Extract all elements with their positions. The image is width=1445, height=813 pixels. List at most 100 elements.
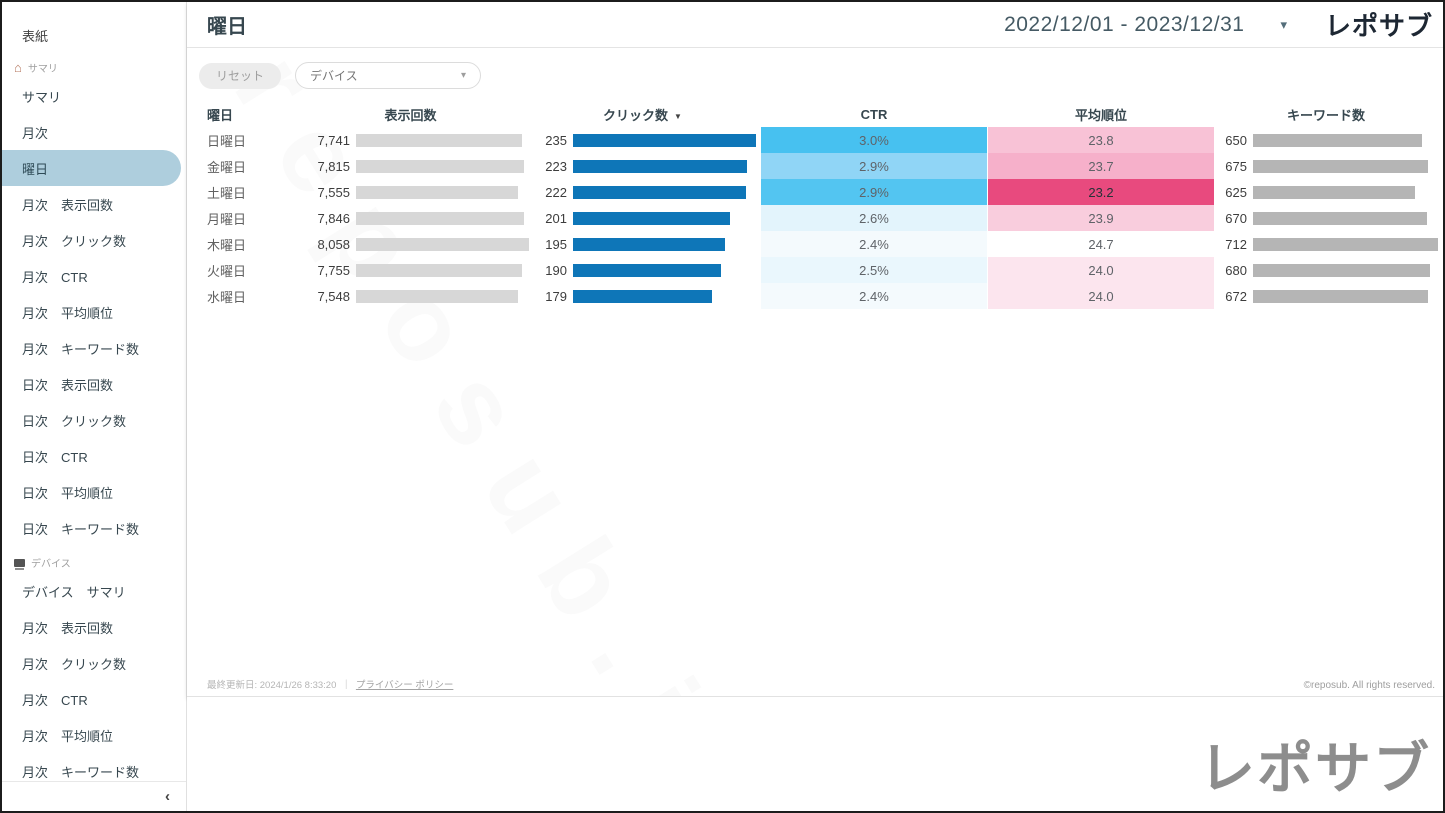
footer-left: 最終更新日: 2024/1/26 8:33:20 ｜ プライバシー ポリシー: [207, 677, 453, 691]
impressions-bar: [356, 205, 529, 231]
keywords-bar: [1253, 127, 1438, 153]
sidebar-item[interactable]: 月次 表示回数: [2, 609, 186, 645]
sidebar-item[interactable]: 月次 クリック数: [2, 645, 186, 681]
device-filter-dropdown[interactable]: デバイス ▾: [295, 62, 482, 89]
clicks-bar: [573, 205, 756, 231]
sidebar-section-label: サマリ: [27, 64, 58, 75]
column-header-day[interactable]: 曜日: [207, 107, 234, 123]
sidebar-item[interactable]: 月次 CTR: [2, 681, 186, 717]
table-header-row: 曜日 表示回数 クリック数 ▼ CTR 平均順位 キーワード数: [207, 104, 1443, 124]
sidebar-item-label: デバイス サマリ: [22, 584, 126, 600]
day-label: 水曜日: [207, 289, 247, 305]
sidebar-item-label: サマリ: [22, 89, 62, 105]
table-row[interactable]: 水曜日 7,548 179 2.4% 24.0 672: [207, 283, 1443, 309]
sidebar-section-header: サマリ: [2, 51, 186, 78]
day-label: 月曜日: [207, 211, 247, 227]
sidebar-item-label: 月次 表示回数: [22, 197, 114, 213]
table-row[interactable]: 月曜日 7,846 201 2.6% 23.9 670: [207, 205, 1443, 231]
sidebar-item[interactable]: 月次 平均順位: [2, 294, 186, 330]
keywords-value: 672: [1225, 288, 1247, 304]
day-label: 土曜日: [207, 185, 247, 201]
impressions-value: 7,755: [317, 262, 350, 278]
column-header-position[interactable]: 平均順位: [1074, 107, 1127, 123]
last-updated-text: 最終更新日: 2024/1/26 8:33:20: [207, 680, 337, 691]
sidebar-item-label: 月次: [22, 125, 49, 141]
keywords-bar: [1253, 153, 1438, 179]
sidebar-item[interactable]: 月次 表示回数: [2, 186, 186, 222]
header-right: 2022/12/01 - 2023/12/31 ▾ レポサブ: [1004, 6, 1433, 43]
sidebar-item[interactable]: 日次 表示回数: [2, 366, 186, 402]
sidebar-item[interactable]: デバイス サマリ: [2, 573, 186, 609]
brand-logo-large: レポサブ: [1199, 737, 1431, 800]
clicks-value: 222: [545, 184, 567, 200]
sidebar-item-label: 月次 キーワード数: [22, 341, 140, 357]
ctr-heatmap-cell: 3.0%: [761, 127, 987, 153]
sidebar-item-label: 月次 クリック数: [22, 656, 127, 672]
chevron-down-icon[interactable]: ▾: [1280, 16, 1287, 32]
day-label: 木曜日: [207, 237, 247, 253]
column-header-ctr[interactable]: CTR: [860, 106, 888, 122]
keywords-bar: [1253, 257, 1438, 283]
column-header-keywords[interactable]: キーワード数: [1286, 107, 1365, 123]
sidebar-item[interactable]: 日次 CTR: [2, 438, 186, 474]
sidebar-item[interactable]: 月次 平均順位: [2, 717, 186, 753]
clicks-bar: [573, 127, 756, 153]
impressions-value: 7,815: [317, 158, 350, 174]
sidebar-item[interactable]: 月次: [2, 114, 186, 150]
sidebar-item[interactable]: 日次 クリック数: [2, 402, 186, 438]
clicks-value: 223: [545, 158, 567, 174]
clicks-bar: [573, 179, 756, 205]
privacy-policy-link[interactable]: プライバシー ポリシー: [355, 680, 454, 691]
sidebar-item[interactable]: サマリ: [2, 78, 186, 114]
sidebar-item-label: 日次 表示回数: [22, 377, 114, 393]
sidebar-item-label: 曜日: [22, 161, 49, 177]
brand-logo: レポサブ: [1324, 11, 1433, 41]
sidebar-item-label: 月次 表示回数: [22, 620, 114, 636]
collapse-sidebar-icon[interactable]: ‹: [165, 788, 170, 805]
keywords-bar: [1253, 283, 1438, 309]
sidebar-item-cover[interactable]: 表紙: [2, 2, 186, 51]
table-row[interactable]: 金曜日 7,815 223 2.9% 23.7 675: [207, 153, 1443, 179]
data-table: 曜日 表示回数 クリック数 ▼ CTR 平均順位 キーワード数 日曜日 7,741 2…: [187, 104, 1443, 309]
ctr-heatmap-cell: 2.5%: [761, 257, 987, 283]
sidebar-item-label: 日次 CTR: [22, 449, 88, 465]
table-row[interactable]: 日曜日 7,741 235 3.0% 23.8 650: [207, 127, 1443, 153]
clicks-value: 235: [545, 132, 567, 148]
position-heatmap-cell: 23.7: [988, 153, 1214, 179]
sidebar-footer: ‹: [2, 781, 186, 811]
sidebar-item[interactable]: 月次 キーワード数: [2, 753, 186, 781]
sidebar-item[interactable]: 日次 平均順位: [2, 474, 186, 510]
sidebar-item[interactable]: 月次 CTR: [2, 258, 186, 294]
column-header-clicks-label: クリック数: [603, 107, 669, 123]
clicks-value: 201: [545, 210, 567, 226]
clicks-value: 195: [545, 236, 567, 252]
table-row[interactable]: 火曜日 7,755 190 2.5% 24.0 680: [207, 257, 1443, 283]
day-label: 金曜日: [207, 159, 247, 175]
reset-button[interactable]: リセット: [199, 62, 282, 89]
date-range-picker[interactable]: 2022/12/01 - 2023/12/31: [1004, 12, 1245, 36]
ctr-heatmap-cell: 2.6%: [761, 205, 987, 231]
sidebar-item[interactable]: 曜日: [2, 150, 181, 186]
keywords-bar: [1253, 231, 1438, 257]
table-row[interactable]: 木曜日 8,058 195 2.4% 24.7 712: [207, 231, 1443, 257]
day-label: 火曜日: [207, 263, 247, 279]
impressions-value: 7,741: [317, 132, 350, 148]
table-row[interactable]: 土曜日 7,555 222 2.9% 23.2 625: [207, 179, 1443, 205]
sidebar-item-label: 月次 CTR: [22, 269, 88, 285]
sidebar-item[interactable]: 月次 キーワード数: [2, 330, 186, 366]
house-icon: [14, 61, 22, 75]
keywords-bar: [1253, 205, 1438, 231]
keywords-value: 650: [1225, 132, 1247, 148]
sidebar-item-label: 日次 キーワード数: [22, 521, 140, 537]
table-body: 日曜日 7,741 235 3.0% 23.8 650 金曜日 7,815 223 2.9% 23.…: [207, 127, 1443, 309]
sidebar-item[interactable]: 月次 クリック数: [2, 222, 186, 258]
sidebar-item-label: 月次 クリック数: [22, 233, 127, 249]
sidebar-item[interactable]: 日次 キーワード数: [2, 510, 186, 546]
column-header-impressions[interactable]: 表示回数: [384, 107, 437, 123]
column-header-clicks[interactable]: クリック数 ▼: [529, 105, 756, 124]
position-heatmap-cell: 24.0: [988, 283, 1214, 309]
impressions-bar: [356, 179, 529, 205]
ctr-heatmap-cell: 2.4%: [761, 231, 987, 257]
